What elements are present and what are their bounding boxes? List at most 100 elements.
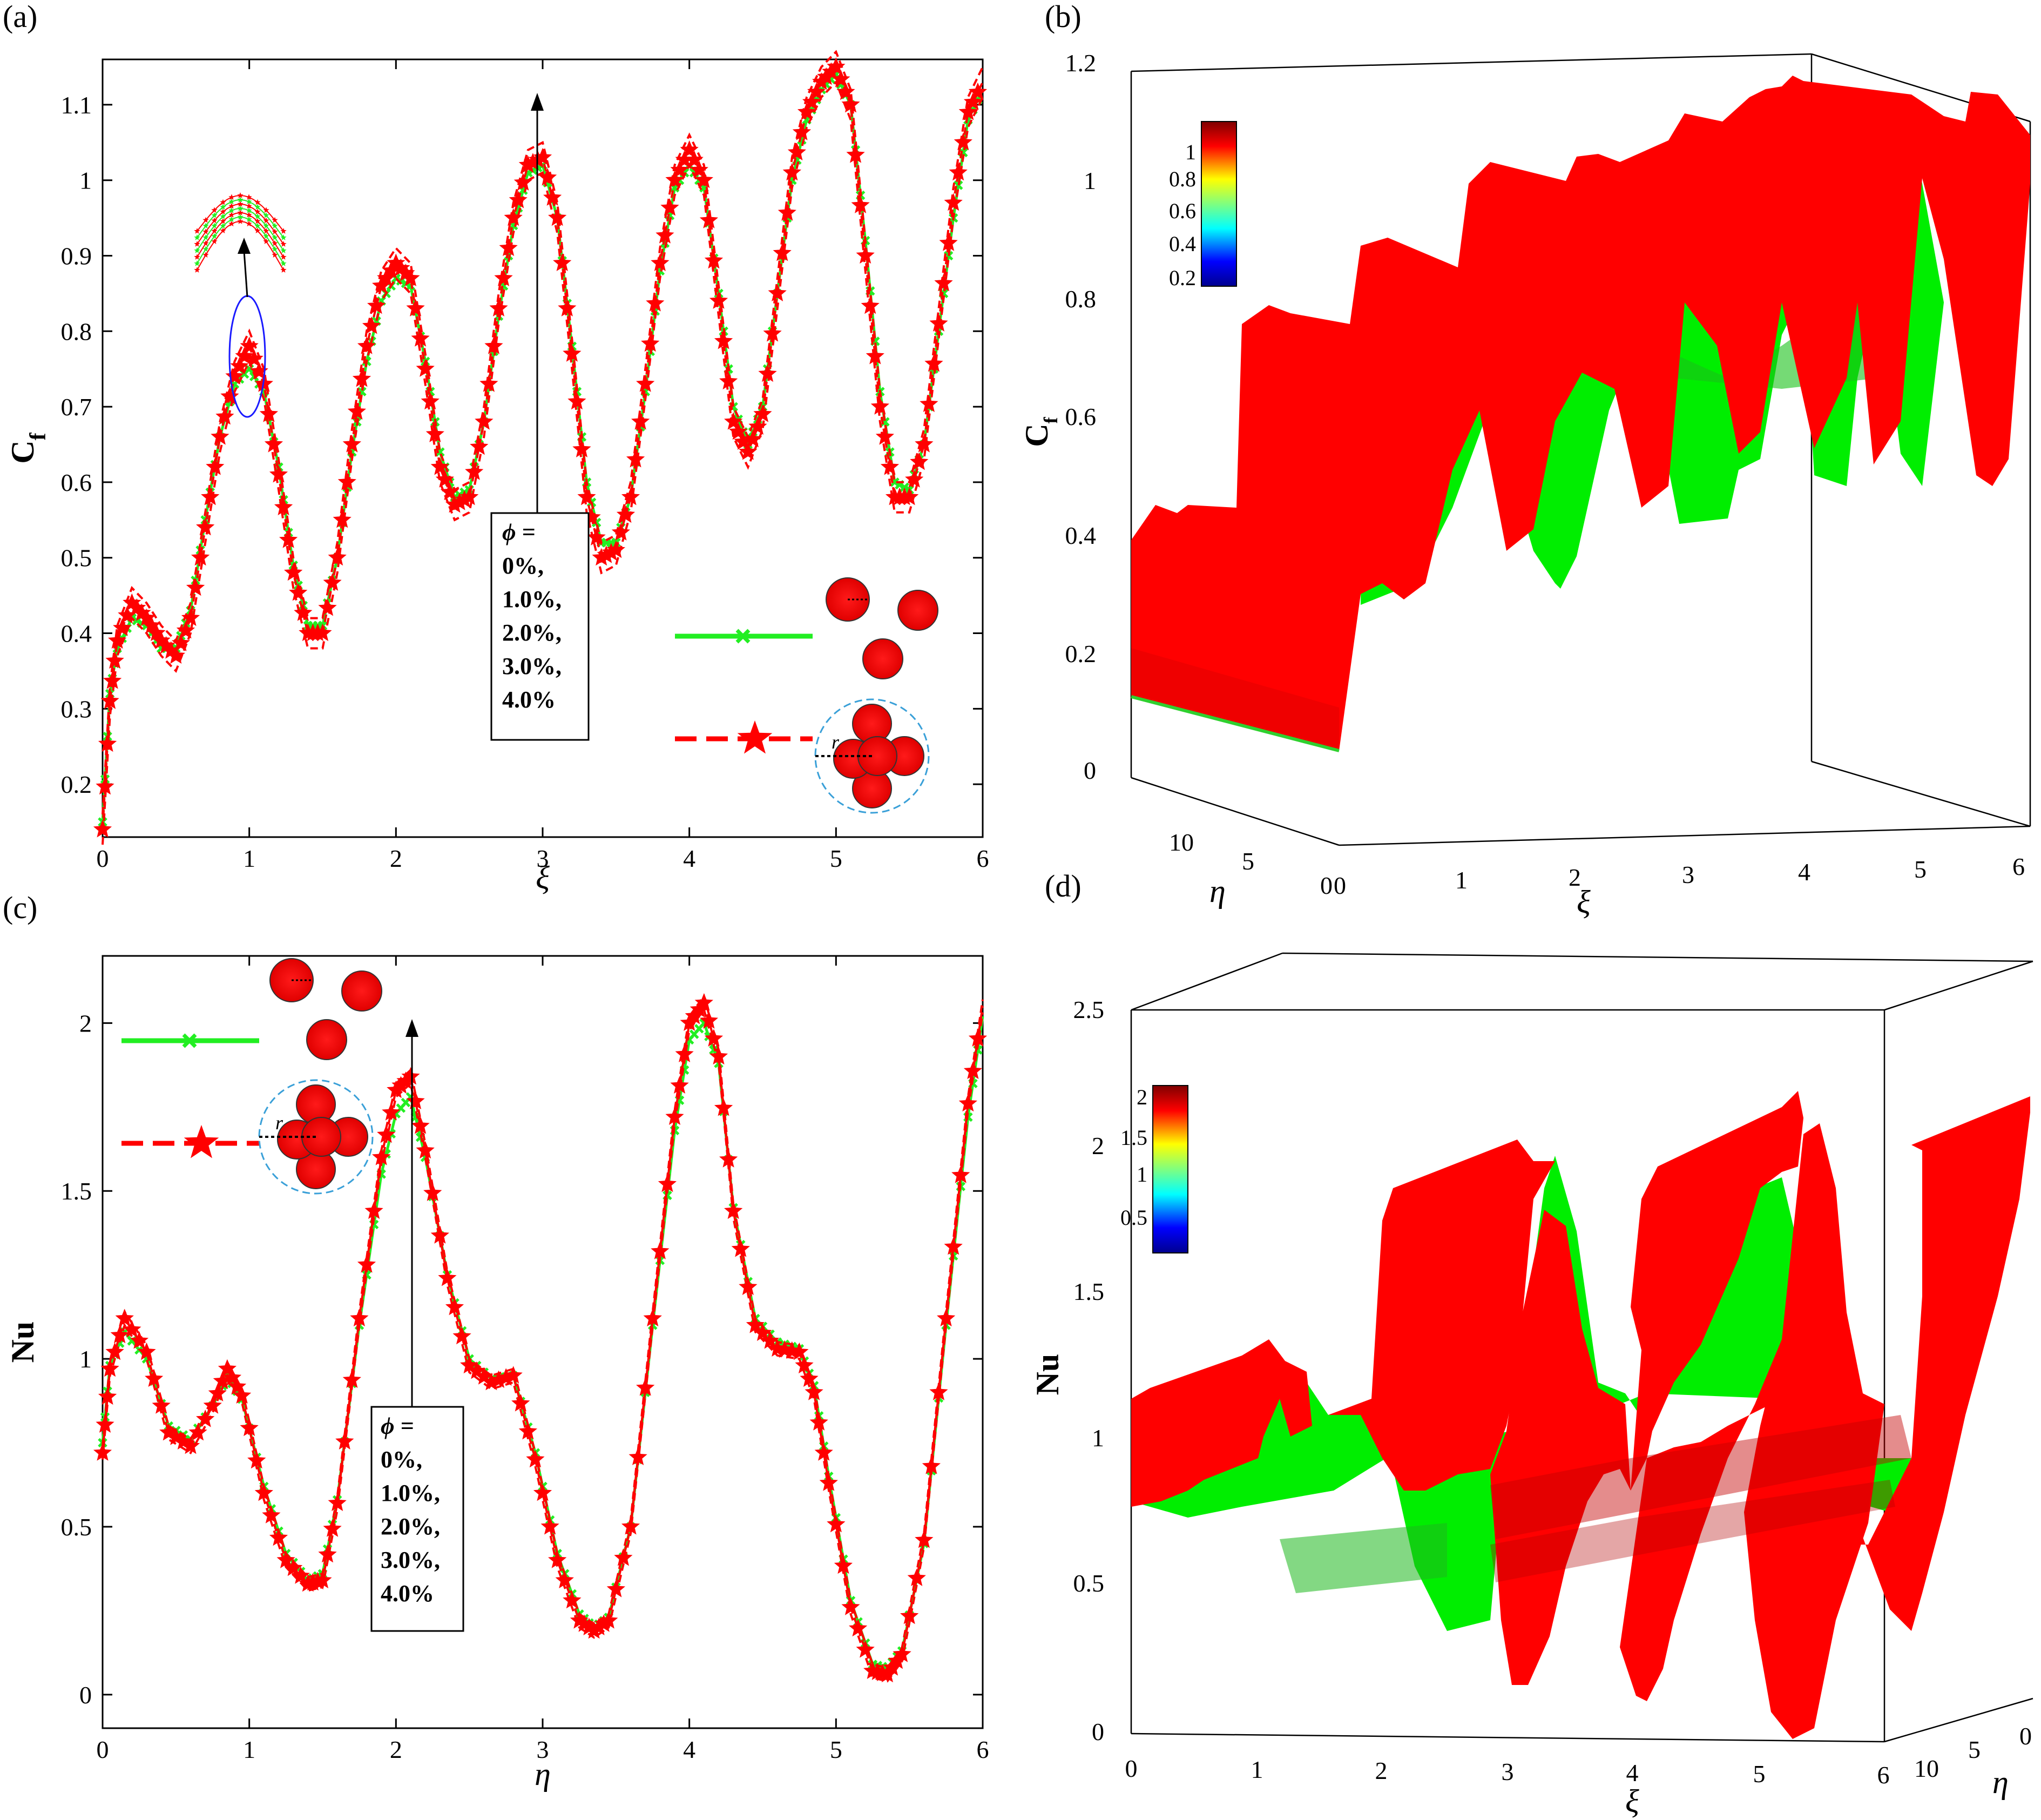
svg-text:1: 1 bbox=[1137, 1162, 1147, 1187]
data-point-star bbox=[181, 608, 200, 626]
data-point-x bbox=[410, 1112, 421, 1122]
data-point-star bbox=[176, 621, 195, 639]
svg-text:0.8: 0.8 bbox=[1169, 167, 1196, 191]
data-point-star bbox=[211, 427, 229, 445]
data-point-star bbox=[761, 1331, 780, 1349]
y-tick-label: 0.4 bbox=[61, 620, 92, 648]
data-point-star bbox=[401, 268, 420, 286]
data-point-star bbox=[694, 170, 713, 188]
data-point-star bbox=[704, 1029, 724, 1047]
svg-text:1: 1 bbox=[1092, 1424, 1104, 1452]
svg-text:0.4: 0.4 bbox=[1065, 522, 1097, 549]
data-point-star bbox=[643, 1309, 662, 1326]
data-point-star bbox=[606, 540, 625, 558]
data-point-star bbox=[347, 402, 366, 420]
x-tick-label: 1 bbox=[243, 1736, 255, 1763]
data-point-star bbox=[856, 1640, 875, 1658]
data-point-star bbox=[929, 1383, 948, 1400]
y-tick-label: 0.9 bbox=[61, 242, 92, 269]
svg-text:4.0%: 4.0% bbox=[502, 686, 556, 713]
data-point-star bbox=[866, 346, 884, 365]
svg-text:5: 5 bbox=[1242, 847, 1254, 875]
data-point-star bbox=[753, 405, 772, 422]
svg-text:6: 6 bbox=[2012, 853, 2025, 880]
data-point-star bbox=[968, 1029, 988, 1047]
data-point-star bbox=[201, 487, 220, 505]
data-point-star bbox=[949, 163, 968, 181]
data-point-star bbox=[636, 374, 655, 392]
data-point-star bbox=[233, 1386, 252, 1404]
data-point-star bbox=[790, 1342, 809, 1360]
data-point-star bbox=[367, 296, 386, 314]
data-point-star bbox=[944, 1237, 963, 1255]
svg-text:ϕ =: ϕ = bbox=[381, 1413, 414, 1439]
data-point-x bbox=[900, 482, 909, 493]
data-point-star bbox=[215, 407, 234, 425]
data-point-star bbox=[166, 646, 185, 664]
svg-text:1: 1 bbox=[1455, 866, 1468, 894]
surface-red-top bbox=[1131, 1339, 1312, 1507]
eta-axis: 10 5 0 η bbox=[1169, 828, 1333, 909]
data-point-star bbox=[279, 530, 298, 548]
data-point-star bbox=[616, 505, 636, 523]
y-tick-label: 1.5 bbox=[61, 1177, 92, 1205]
data-point-star bbox=[944, 193, 963, 211]
data-point-star bbox=[694, 993, 713, 1011]
svg-text:1.5: 1.5 bbox=[1073, 1278, 1105, 1305]
data-point-star bbox=[563, 344, 582, 362]
data-point-star bbox=[240, 336, 259, 354]
data-point-star bbox=[856, 246, 875, 264]
data-point-star bbox=[357, 336, 376, 354]
data-point-star bbox=[499, 238, 518, 257]
svg-text:2: 2 bbox=[1569, 864, 1581, 891]
data-point-star bbox=[113, 618, 132, 636]
data-point-star bbox=[115, 1309, 134, 1326]
data-point-star bbox=[805, 1383, 823, 1400]
series-red bbox=[93, 50, 988, 845]
data-point-star bbox=[602, 543, 620, 561]
svg-text:Nu: Nu bbox=[5, 1322, 40, 1363]
x-tick-label: 5 bbox=[830, 1736, 842, 1763]
data-point-star bbox=[746, 1315, 765, 1333]
data-point-star bbox=[387, 253, 406, 271]
data-point-star bbox=[245, 349, 263, 367]
data-point-star bbox=[445, 495, 464, 513]
data-point-star bbox=[123, 1320, 141, 1338]
data-point-star bbox=[699, 1011, 718, 1029]
x-tick-label: 3 bbox=[537, 845, 549, 872]
data-point-star bbox=[372, 1148, 391, 1165]
x-tick-label: 6 bbox=[977, 845, 989, 872]
svg-text:0: 0 bbox=[1084, 757, 1096, 784]
svg-text:4.0%: 4.0% bbox=[381, 1580, 434, 1607]
surface-red-band-2 bbox=[1490, 1210, 1631, 1685]
data-point-star bbox=[323, 1519, 342, 1537]
data-point-star bbox=[333, 510, 352, 528]
surface bbox=[1131, 76, 2030, 752]
data-point-star bbox=[328, 1493, 347, 1511]
data-point-star bbox=[391, 1076, 410, 1094]
inset-curve bbox=[197, 199, 284, 238]
data-point-star bbox=[259, 405, 278, 422]
data-point-star bbox=[714, 331, 733, 349]
svg-text:1.0%,: 1.0%, bbox=[381, 1480, 440, 1506]
series-red bbox=[93, 993, 988, 1683]
data-point-star bbox=[724, 1201, 743, 1219]
y-tick-label: 0 bbox=[79, 1681, 92, 1709]
svg-text:1: 1 bbox=[1251, 1756, 1263, 1783]
data-point-star bbox=[518, 155, 537, 173]
data-point-star bbox=[822, 62, 841, 80]
data-point-star bbox=[900, 487, 919, 505]
y-tick-label: 1.1 bbox=[61, 91, 92, 119]
data-point-star bbox=[792, 123, 812, 140]
data-point-star bbox=[352, 369, 371, 387]
data-point-star bbox=[778, 203, 796, 221]
data-point-star bbox=[719, 1150, 738, 1168]
data-point-star bbox=[907, 1568, 926, 1586]
data-point-star bbox=[96, 1415, 114, 1433]
cluster-boundary bbox=[258, 1079, 374, 1195]
data-point-star bbox=[269, 464, 288, 483]
data-point-star bbox=[110, 1325, 129, 1344]
data-point-star bbox=[670, 1076, 689, 1094]
x-tick-label: 1 bbox=[243, 845, 255, 872]
phi-annotation: ϕ = 0%, 1.0%, 2.0%, 3.0%, 4.0% bbox=[502, 519, 562, 713]
